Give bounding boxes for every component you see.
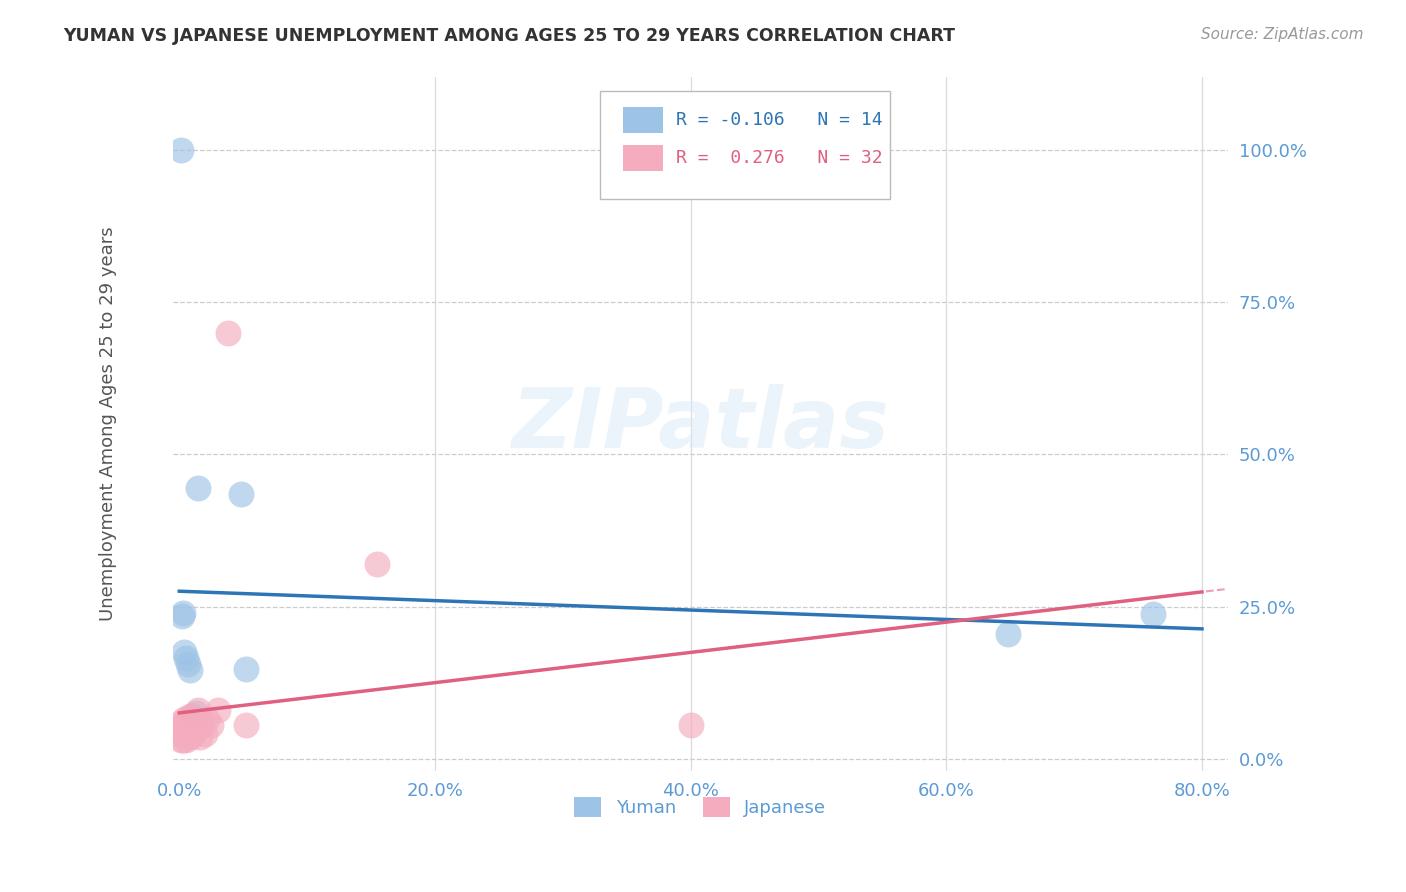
- Text: YUMAN VS JAPANESE UNEMPLOYMENT AMONG AGES 25 TO 29 YEARS CORRELATION CHART: YUMAN VS JAPANESE UNEMPLOYMENT AMONG AGE…: [63, 27, 955, 45]
- Text: Source: ZipAtlas.com: Source: ZipAtlas.com: [1201, 27, 1364, 42]
- Point: [229, 487, 252, 501]
- Point: [997, 627, 1019, 641]
- Point: [235, 661, 257, 675]
- Text: ZIPatlas: ZIPatlas: [512, 384, 889, 465]
- Point: [200, 718, 222, 732]
- FancyBboxPatch shape: [623, 106, 664, 133]
- Point: [169, 721, 191, 735]
- Point: [176, 712, 198, 726]
- Point: [170, 727, 193, 741]
- Point: [194, 727, 217, 741]
- Point: [184, 718, 207, 732]
- Point: [183, 712, 205, 726]
- Text: R = -0.106   N = 14: R = -0.106 N = 14: [676, 111, 883, 128]
- Point: [172, 733, 194, 747]
- Point: [180, 731, 202, 745]
- Point: [173, 727, 195, 741]
- Point: [191, 718, 214, 732]
- Point: [679, 718, 702, 732]
- Point: [179, 709, 201, 723]
- Point: [170, 714, 193, 729]
- Point: [366, 557, 388, 571]
- Point: [184, 706, 207, 720]
- Point: [172, 718, 194, 732]
- Point: [174, 651, 197, 665]
- Point: [177, 718, 200, 732]
- Point: [170, 608, 193, 623]
- Point: [187, 703, 209, 717]
- Point: [181, 718, 204, 732]
- Point: [174, 718, 197, 732]
- Legend: Yuman, Japanese: Yuman, Japanese: [567, 789, 834, 824]
- Point: [177, 657, 200, 672]
- Point: [176, 727, 198, 741]
- Y-axis label: Unemployment Among Ages 25 to 29 years: Unemployment Among Ages 25 to 29 years: [100, 227, 117, 622]
- Point: [179, 664, 201, 678]
- Point: [188, 731, 211, 745]
- Point: [207, 703, 229, 717]
- Point: [174, 733, 197, 747]
- Point: [235, 718, 257, 732]
- Point: [169, 144, 191, 158]
- FancyBboxPatch shape: [600, 91, 890, 199]
- Point: [217, 326, 239, 340]
- Point: [197, 712, 219, 726]
- Point: [187, 481, 209, 495]
- Point: [181, 709, 204, 723]
- Point: [169, 733, 191, 747]
- Point: [1142, 607, 1164, 622]
- FancyBboxPatch shape: [623, 145, 664, 171]
- Point: [173, 645, 195, 659]
- Point: [172, 606, 194, 620]
- Point: [183, 727, 205, 741]
- Text: R =  0.276   N = 32: R = 0.276 N = 32: [676, 149, 883, 167]
- Point: [173, 712, 195, 726]
